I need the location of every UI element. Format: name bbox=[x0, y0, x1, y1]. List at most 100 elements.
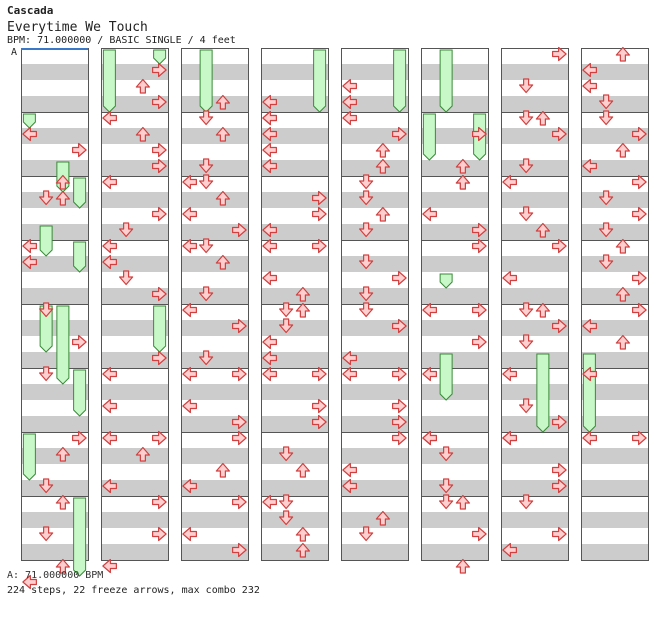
beat-stripe bbox=[341, 256, 408, 272]
left-arrow-icon bbox=[262, 158, 277, 174]
beat-stripe bbox=[261, 160, 328, 176]
beat-stripe bbox=[101, 480, 168, 496]
down-arrow-icon bbox=[199, 158, 214, 174]
left-arrow-icon bbox=[262, 110, 277, 126]
beat-stripe bbox=[181, 128, 248, 144]
right-arrow-icon bbox=[72, 430, 87, 446]
left-arrow-icon bbox=[582, 318, 597, 334]
beat-stripe bbox=[501, 192, 568, 208]
beat-stripe bbox=[501, 352, 568, 368]
down-arrow-icon bbox=[279, 446, 294, 462]
beat-stripe bbox=[181, 96, 248, 112]
beat-stripe bbox=[181, 416, 248, 432]
beat-stripe bbox=[181, 352, 248, 368]
left-arrow-icon bbox=[502, 542, 517, 558]
beat-stripe bbox=[21, 352, 88, 368]
beat-stripe bbox=[501, 224, 568, 240]
up-arrow-icon bbox=[375, 510, 390, 526]
beat-stripe bbox=[21, 224, 88, 240]
up-arrow-icon bbox=[295, 542, 310, 558]
down-arrow-icon bbox=[599, 222, 614, 238]
down-arrow-icon bbox=[119, 222, 134, 238]
left-arrow-icon bbox=[102, 366, 117, 382]
beat-stripe bbox=[261, 192, 328, 208]
right-arrow-icon bbox=[152, 350, 167, 366]
down-arrow-icon bbox=[359, 174, 374, 190]
right-arrow-icon bbox=[392, 398, 407, 414]
left-arrow-icon bbox=[342, 78, 357, 94]
freeze-arrow bbox=[536, 353, 550, 433]
right-arrow-icon bbox=[552, 462, 567, 478]
beat-stripe bbox=[581, 320, 648, 336]
right-arrow-icon bbox=[552, 46, 567, 62]
beat-stripe bbox=[181, 64, 248, 80]
right-arrow-icon bbox=[152, 206, 167, 222]
beat-stripe bbox=[101, 384, 168, 400]
beat-stripe bbox=[501, 64, 568, 80]
right-arrow-icon bbox=[232, 430, 247, 446]
down-arrow-icon bbox=[519, 110, 534, 126]
freeze-arrow bbox=[22, 113, 36, 129]
beat-stripe bbox=[421, 352, 488, 368]
left-arrow-icon bbox=[342, 350, 357, 366]
up-arrow-icon bbox=[375, 142, 390, 158]
beat-stripe bbox=[101, 192, 168, 208]
down-arrow-icon bbox=[519, 334, 534, 350]
up-arrow-icon bbox=[455, 494, 470, 510]
chart-info-line: BPM: 71.000000 / BASIC SINGLE / 4 feet bbox=[7, 35, 236, 46]
down-arrow-icon bbox=[279, 302, 294, 318]
up-arrow-icon bbox=[615, 142, 630, 158]
left-arrow-icon bbox=[102, 238, 117, 254]
left-arrow-icon bbox=[262, 94, 277, 110]
right-arrow-icon bbox=[632, 270, 647, 286]
right-arrow-icon bbox=[392, 318, 407, 334]
down-arrow-icon bbox=[599, 254, 614, 270]
beat-stripe bbox=[421, 416, 488, 432]
up-arrow-icon bbox=[55, 174, 70, 190]
beat-stripe bbox=[501, 288, 568, 304]
right-arrow-icon bbox=[232, 414, 247, 430]
left-arrow-icon bbox=[102, 430, 117, 446]
beat-stripe bbox=[421, 160, 488, 176]
right-arrow-icon bbox=[312, 206, 327, 222]
down-arrow-icon bbox=[519, 494, 534, 510]
beat-stripe bbox=[21, 288, 88, 304]
down-arrow-icon bbox=[199, 174, 214, 190]
right-arrow-icon bbox=[552, 414, 567, 430]
left-arrow-icon bbox=[582, 430, 597, 446]
left-arrow-icon bbox=[22, 126, 37, 142]
right-arrow-icon bbox=[152, 286, 167, 302]
left-arrow-icon bbox=[582, 78, 597, 94]
freeze-arrow bbox=[439, 49, 453, 113]
beat-stripe bbox=[261, 512, 328, 528]
beat-stripe bbox=[501, 544, 568, 560]
beat-stripe bbox=[581, 544, 648, 560]
left-arrow-icon bbox=[342, 478, 357, 494]
right-arrow-icon bbox=[232, 494, 247, 510]
beat-stripe bbox=[181, 160, 248, 176]
beat-stripe bbox=[21, 128, 88, 144]
beat-stripe bbox=[261, 64, 328, 80]
freeze-arrow bbox=[39, 305, 53, 353]
beat-stripe bbox=[501, 128, 568, 144]
left-arrow-icon bbox=[262, 126, 277, 142]
freeze-arrow bbox=[422, 113, 436, 161]
up-arrow-icon bbox=[295, 302, 310, 318]
beat-stripe bbox=[581, 512, 648, 528]
down-arrow-icon bbox=[39, 366, 54, 382]
freeze-arrow bbox=[73, 241, 87, 273]
beat-stripe bbox=[21, 64, 88, 80]
beat-stripe bbox=[101, 128, 168, 144]
beat-stripe bbox=[181, 544, 248, 560]
left-arrow-icon bbox=[502, 270, 517, 286]
up-arrow-icon bbox=[215, 254, 230, 270]
right-arrow-icon bbox=[312, 238, 327, 254]
up-arrow-icon bbox=[455, 558, 470, 574]
left-arrow-icon bbox=[582, 158, 597, 174]
beat-stripe bbox=[341, 192, 408, 208]
beat-stripe bbox=[581, 416, 648, 432]
down-arrow-icon bbox=[39, 302, 54, 318]
beat-stripe bbox=[101, 544, 168, 560]
up-arrow-icon bbox=[615, 46, 630, 62]
right-arrow-icon bbox=[152, 494, 167, 510]
